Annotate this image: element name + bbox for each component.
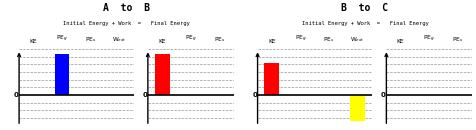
- Text: Initial Energy + Work  =   Final Energy: Initial Energy + Work = Final Energy: [301, 21, 427, 26]
- Text: PE$_g$: PE$_g$: [56, 34, 68, 44]
- Text: 0: 0: [380, 92, 385, 98]
- Bar: [264, 63, 279, 95]
- Text: 0: 0: [142, 92, 147, 98]
- Text: PE$_s$: PE$_s$: [323, 35, 334, 44]
- Text: W$_{ext}$: W$_{ext}$: [350, 35, 364, 44]
- Text: PE$_g$: PE$_g$: [294, 34, 306, 44]
- Text: PE$_g$: PE$_g$: [185, 34, 196, 44]
- Text: PE$_s$: PE$_s$: [85, 35, 96, 44]
- Text: 0: 0: [252, 92, 257, 98]
- Bar: [154, 54, 169, 95]
- Bar: [54, 54, 69, 95]
- Text: B  to  C: B to C: [341, 3, 387, 13]
- Text: PE$_s$: PE$_s$: [451, 35, 463, 44]
- Text: KE: KE: [268, 39, 275, 44]
- Text: W$_{ext}$: W$_{ext}$: [112, 35, 126, 44]
- Bar: [349, 95, 365, 121]
- Text: KE: KE: [396, 39, 404, 44]
- Text: 0: 0: [14, 92, 19, 98]
- Text: Initial Energy + Work  =   Final Energy: Initial Energy + Work = Final Energy: [63, 21, 189, 26]
- Text: PE$_s$: PE$_s$: [213, 35, 225, 44]
- Text: KE: KE: [30, 39, 37, 44]
- Text: A  to  B: A to B: [103, 3, 149, 13]
- Text: KE: KE: [158, 39, 166, 44]
- Text: PE$_g$: PE$_g$: [423, 34, 434, 44]
